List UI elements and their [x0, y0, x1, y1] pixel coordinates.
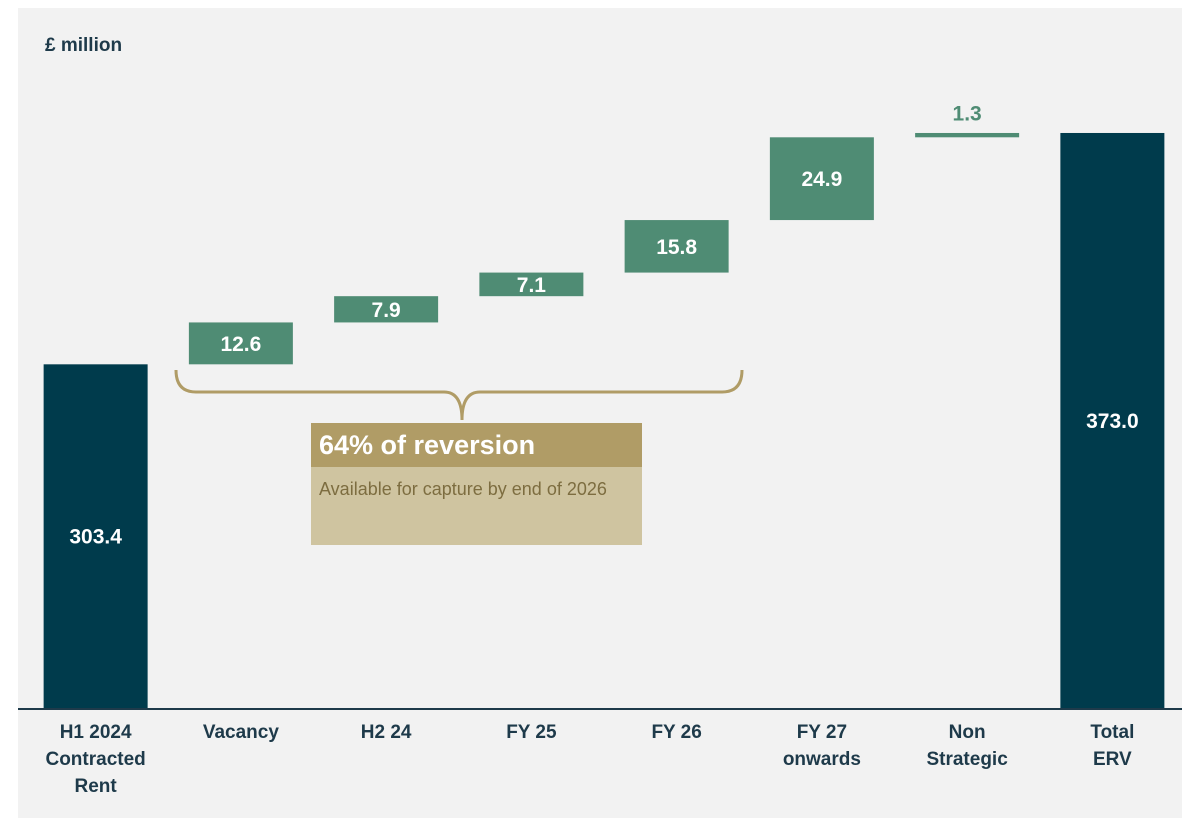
- x-tick-label-line: H1 2024: [60, 722, 132, 743]
- x-tick-label-line: Rent: [75, 776, 118, 797]
- x-tick-label-line: H2 24: [361, 722, 412, 743]
- x-tick-label: Vacancy: [203, 722, 279, 743]
- annotation: 64% of reversion Available for capture b…: [311, 423, 642, 545]
- bracket: [174, 369, 744, 421]
- x-tick-label: Total ERV: [1090, 722, 1134, 770]
- bar: [43, 364, 148, 708]
- annotation-text: Available for capture by end of 2026: [311, 467, 642, 545]
- bar: [479, 272, 584, 297]
- bar: [915, 132, 1020, 138]
- value-label: 1.3: [953, 103, 982, 126]
- value-label: 373.0: [1086, 410, 1139, 433]
- value-label: 7.9: [372, 299, 401, 322]
- value-label: 7.1: [517, 274, 547, 297]
- bar: [1060, 132, 1165, 708]
- x-tick-label-line: FY 25: [506, 722, 557, 743]
- bar: [334, 296, 439, 323]
- x-tick-label-line: Strategic: [926, 749, 1008, 770]
- annotation-title: 64% of reversion: [311, 423, 642, 467]
- y-axis-label: £ million: [45, 35, 122, 56]
- x-tick-label-line: ERV: [1093, 749, 1132, 770]
- value-label: 15.8: [656, 236, 697, 259]
- x-tick-label-line: Vacancy: [203, 722, 279, 743]
- x-tick-label: FY 26: [651, 722, 701, 743]
- x-tick-label-line: Non: [949, 722, 986, 743]
- bar: [624, 220, 729, 273]
- x-tick-label-line: FY 26: [651, 722, 701, 743]
- panel: [18, 8, 1182, 818]
- x-tick-label: Non Strategic: [926, 722, 1008, 770]
- bar: [188, 322, 293, 365]
- bar: [769, 137, 874, 221]
- x-tick-label: FY 27 onwards: [783, 722, 861, 770]
- x-tick-label: FY 25: [506, 722, 557, 743]
- x-tick-label: H1 2024 Contracted Rent: [45, 722, 145, 797]
- value-label: 303.4: [69, 526, 122, 549]
- value-label: 12.6: [220, 333, 261, 356]
- value-label: 24.9: [801, 168, 842, 191]
- x-tick-label-line: Contracted: [45, 749, 145, 770]
- x-tick-label-line: onwards: [783, 749, 861, 770]
- x-tick-label-line: Total: [1090, 722, 1134, 743]
- x-tick-label-line: FY 27: [797, 722, 847, 743]
- x-tick-label: H2 24: [361, 722, 412, 743]
